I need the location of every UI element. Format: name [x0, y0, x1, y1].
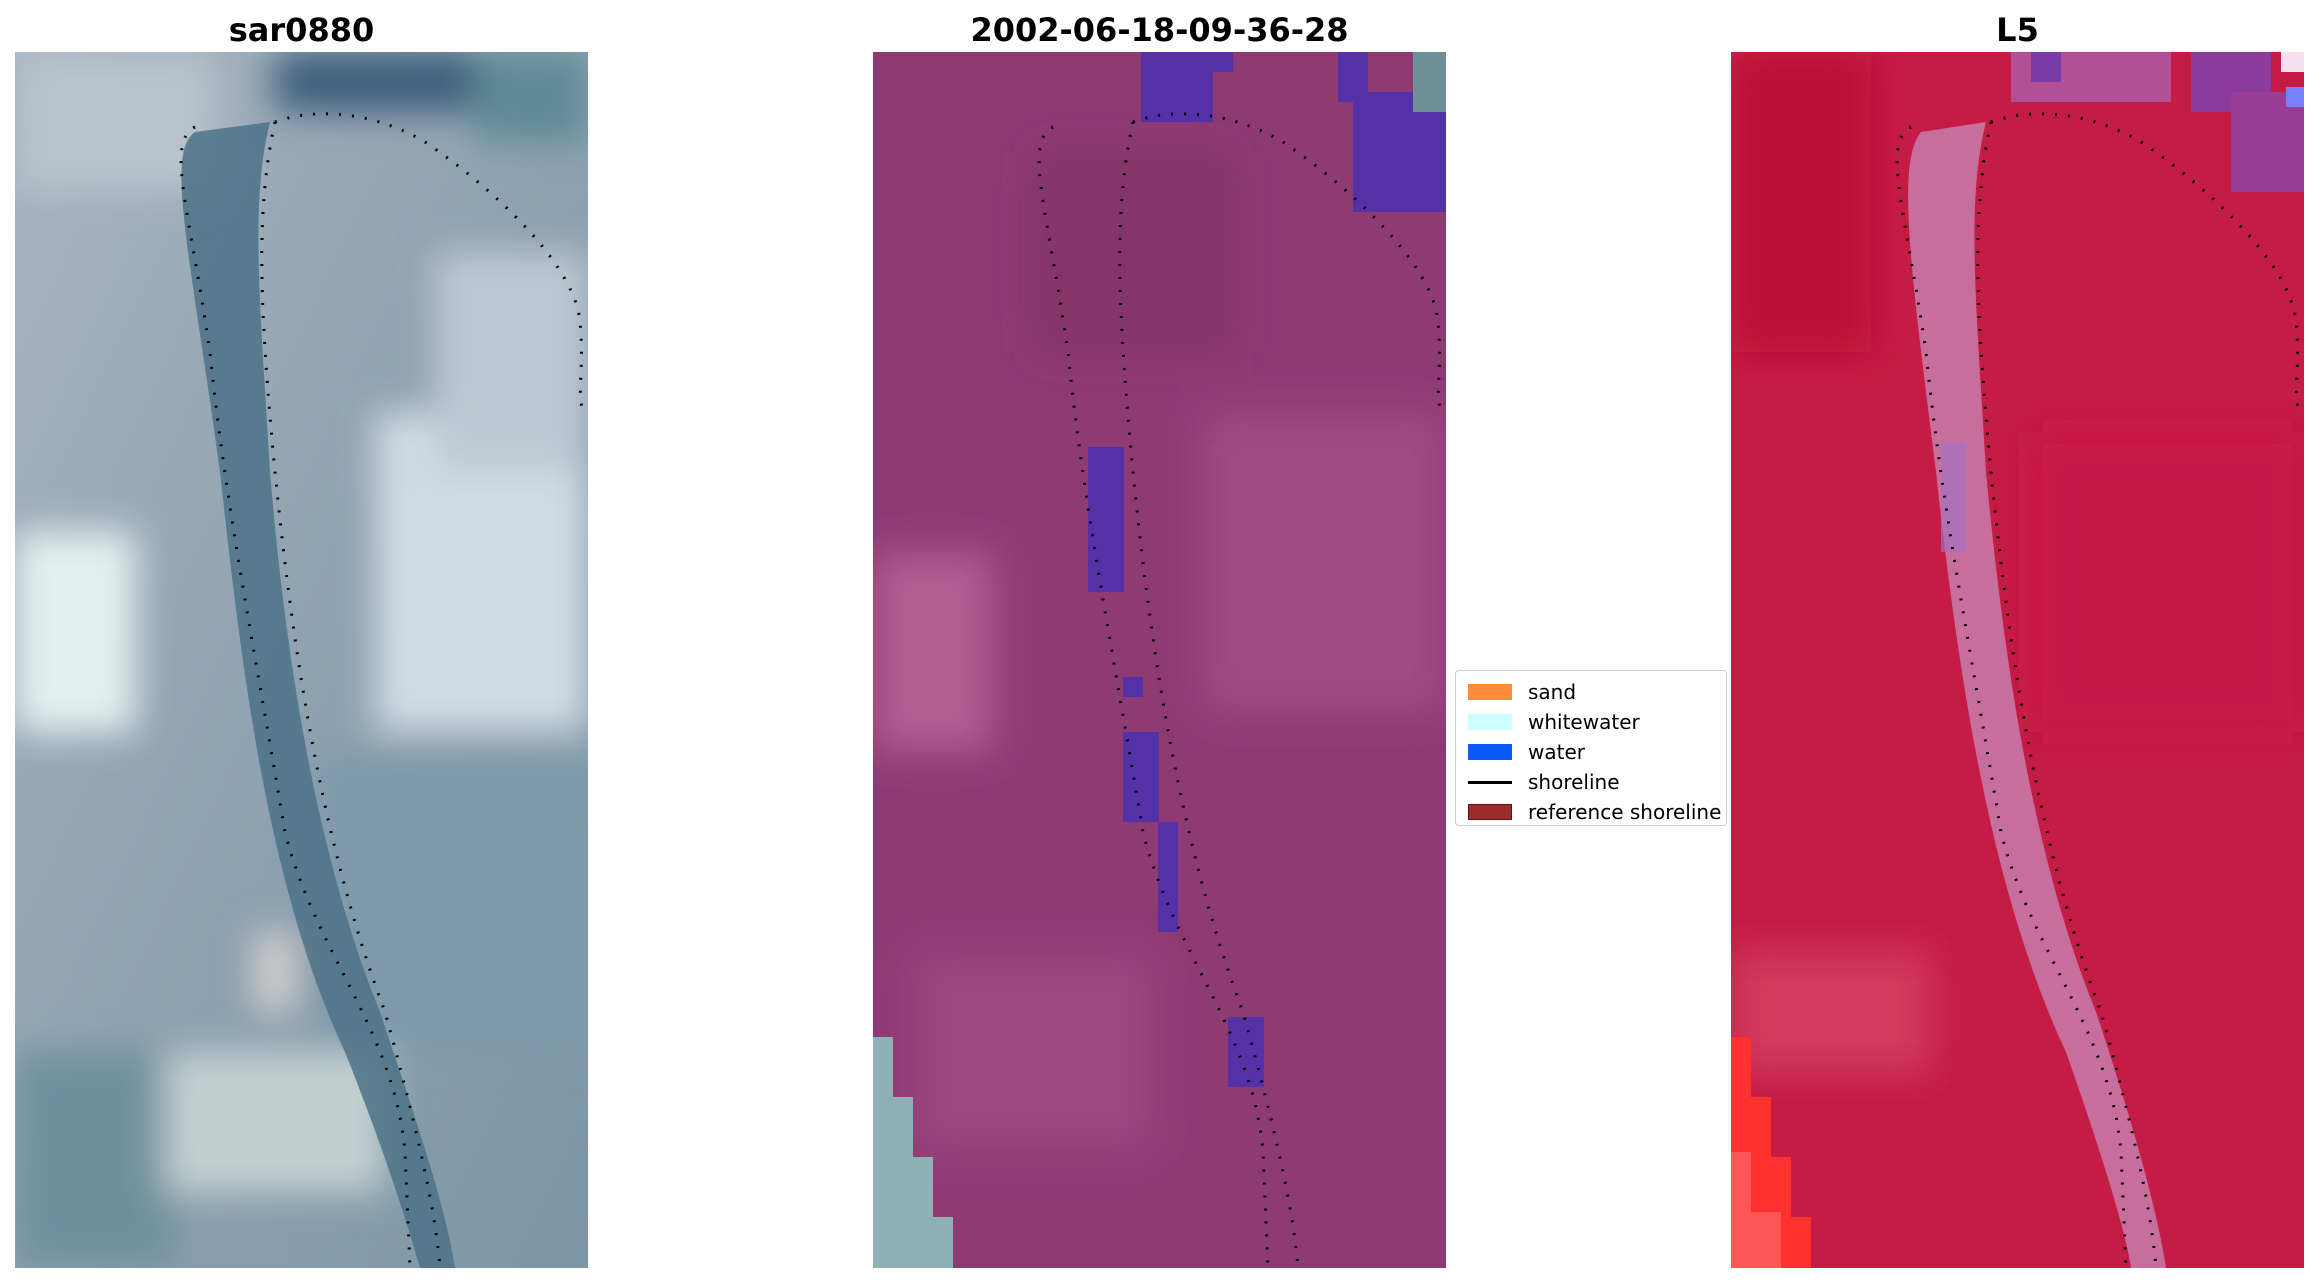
panel-title-l5: L5 [1996, 11, 2039, 49]
index-image [1731, 52, 2304, 1268]
whitewater-swatch [1468, 714, 1512, 730]
rgb-satellite-image [15, 52, 588, 1268]
water-swatch [1468, 744, 1512, 760]
shoreline-line-swatch [1468, 780, 1512, 784]
sand-swatch [1468, 684, 1512, 700]
legend-item-whitewater: whitewater [1462, 707, 1720, 737]
legend: sand whitewater water shoreline referenc… [1455, 670, 1727, 826]
panel-title-sar0880: sar0880 [228, 11, 375, 49]
legend-label: whitewater [1528, 710, 1640, 734]
legend-item-shoreline: shoreline [1462, 767, 1720, 797]
legend-label: water [1528, 740, 1585, 764]
legend-label: reference shoreline [1528, 800, 1722, 824]
classification-image [873, 52, 1446, 1268]
legend-item-sand: sand [1462, 677, 1720, 707]
legend-label: shoreline [1528, 770, 1620, 794]
legend-item-reference-shoreline: reference shoreline [1462, 797, 1722, 827]
legend-label: sand [1528, 680, 1577, 704]
panel-title-date: 2002-06-18-09-36-28 [970, 11, 1349, 49]
reference-shoreline-swatch [1468, 804, 1512, 820]
legend-item-water: water [1462, 737, 1720, 767]
